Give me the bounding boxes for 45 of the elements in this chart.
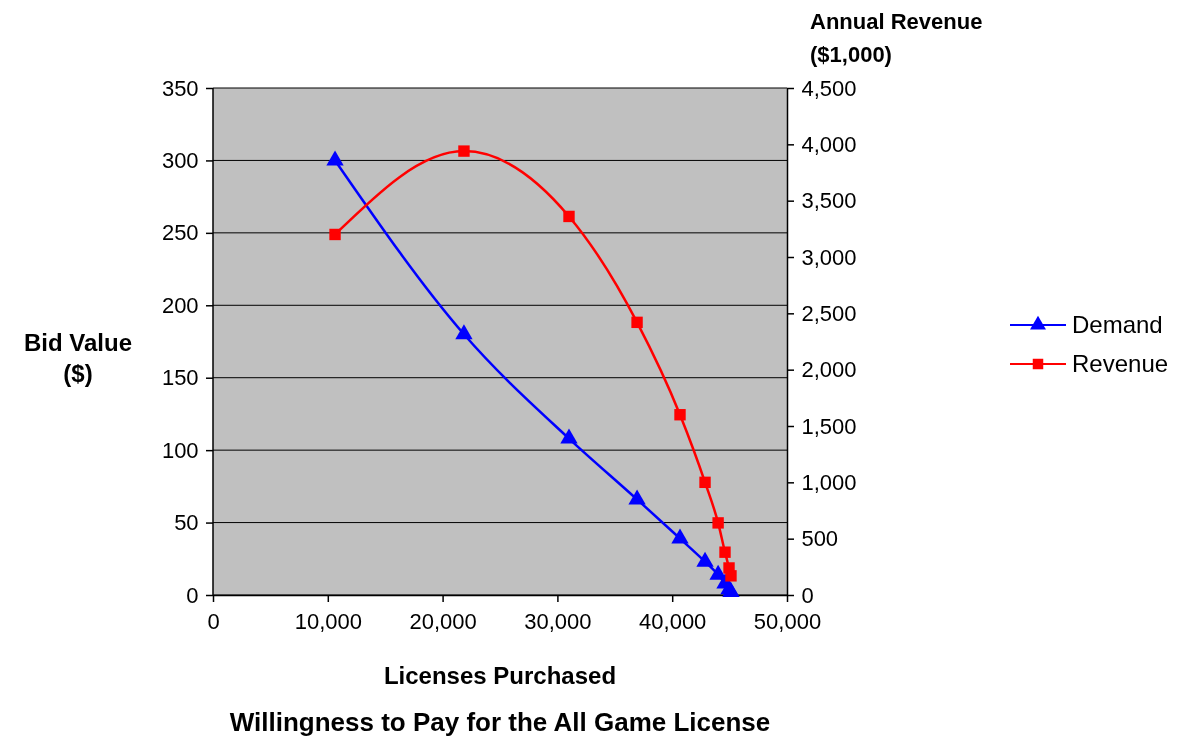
point: [671, 528, 689, 544]
point: [455, 324, 473, 340]
y-tick-label: 200: [161, 292, 199, 318]
y-tick-label: 150: [161, 365, 199, 391]
y2-tick-label: 3,000: [801, 244, 857, 270]
point: [329, 228, 341, 241]
point: [563, 210, 575, 223]
y-tick-label: 100: [161, 437, 199, 463]
point: [712, 517, 724, 529]
point: [560, 428, 578, 444]
y2-tick-label: 0: [801, 582, 814, 608]
x-tick-label: 50,000: [753, 609, 822, 635]
x-tick-label: 20,000: [409, 609, 477, 635]
point: [719, 546, 731, 558]
point: [631, 316, 643, 329]
legend-label: Demand: [1072, 311, 1163, 338]
point: [628, 489, 646, 505]
y2-tick-label: 1,000: [801, 469, 857, 495]
point: [674, 409, 686, 421]
y2-tick-label: 1,500: [801, 413, 857, 439]
y2-tick-label: 2,000: [801, 357, 857, 383]
point: [699, 476, 711, 489]
point: [725, 570, 737, 582]
point: [326, 150, 344, 166]
x-tick-label: 40,000: [639, 609, 707, 635]
x-tick-label: 0: [207, 609, 220, 635]
y2-tick-label: 4,500: [801, 75, 857, 101]
y-tick-label: 350: [161, 75, 199, 101]
y2-axis-title: Annual Revenue ($1,000): [810, 9, 983, 67]
y2-tick-label: 2,500: [801, 300, 857, 326]
y-tick-label: 250: [161, 220, 199, 246]
point: [458, 145, 470, 157]
point: [696, 551, 714, 567]
x-axis-title: Licenses Purchased: [383, 662, 617, 689]
y-tick-label: 50: [174, 510, 199, 536]
text: Willingness to Pay for the All Game License: [229, 707, 771, 737]
y-axis-title: Bid Value ($): [23, 329, 133, 387]
x-tick-label: 10,000: [294, 609, 362, 635]
y2-tick-label: 4,000: [801, 131, 857, 157]
y-tick-label: 300: [161, 147, 199, 173]
y2-tick-label: 500: [801, 526, 839, 552]
legend-label: Revenue: [1072, 350, 1169, 377]
y-tick-label: 0: [186, 582, 199, 608]
x-tick-label: 30,000: [524, 609, 592, 635]
y2-tick-label: 3,500: [801, 188, 857, 214]
